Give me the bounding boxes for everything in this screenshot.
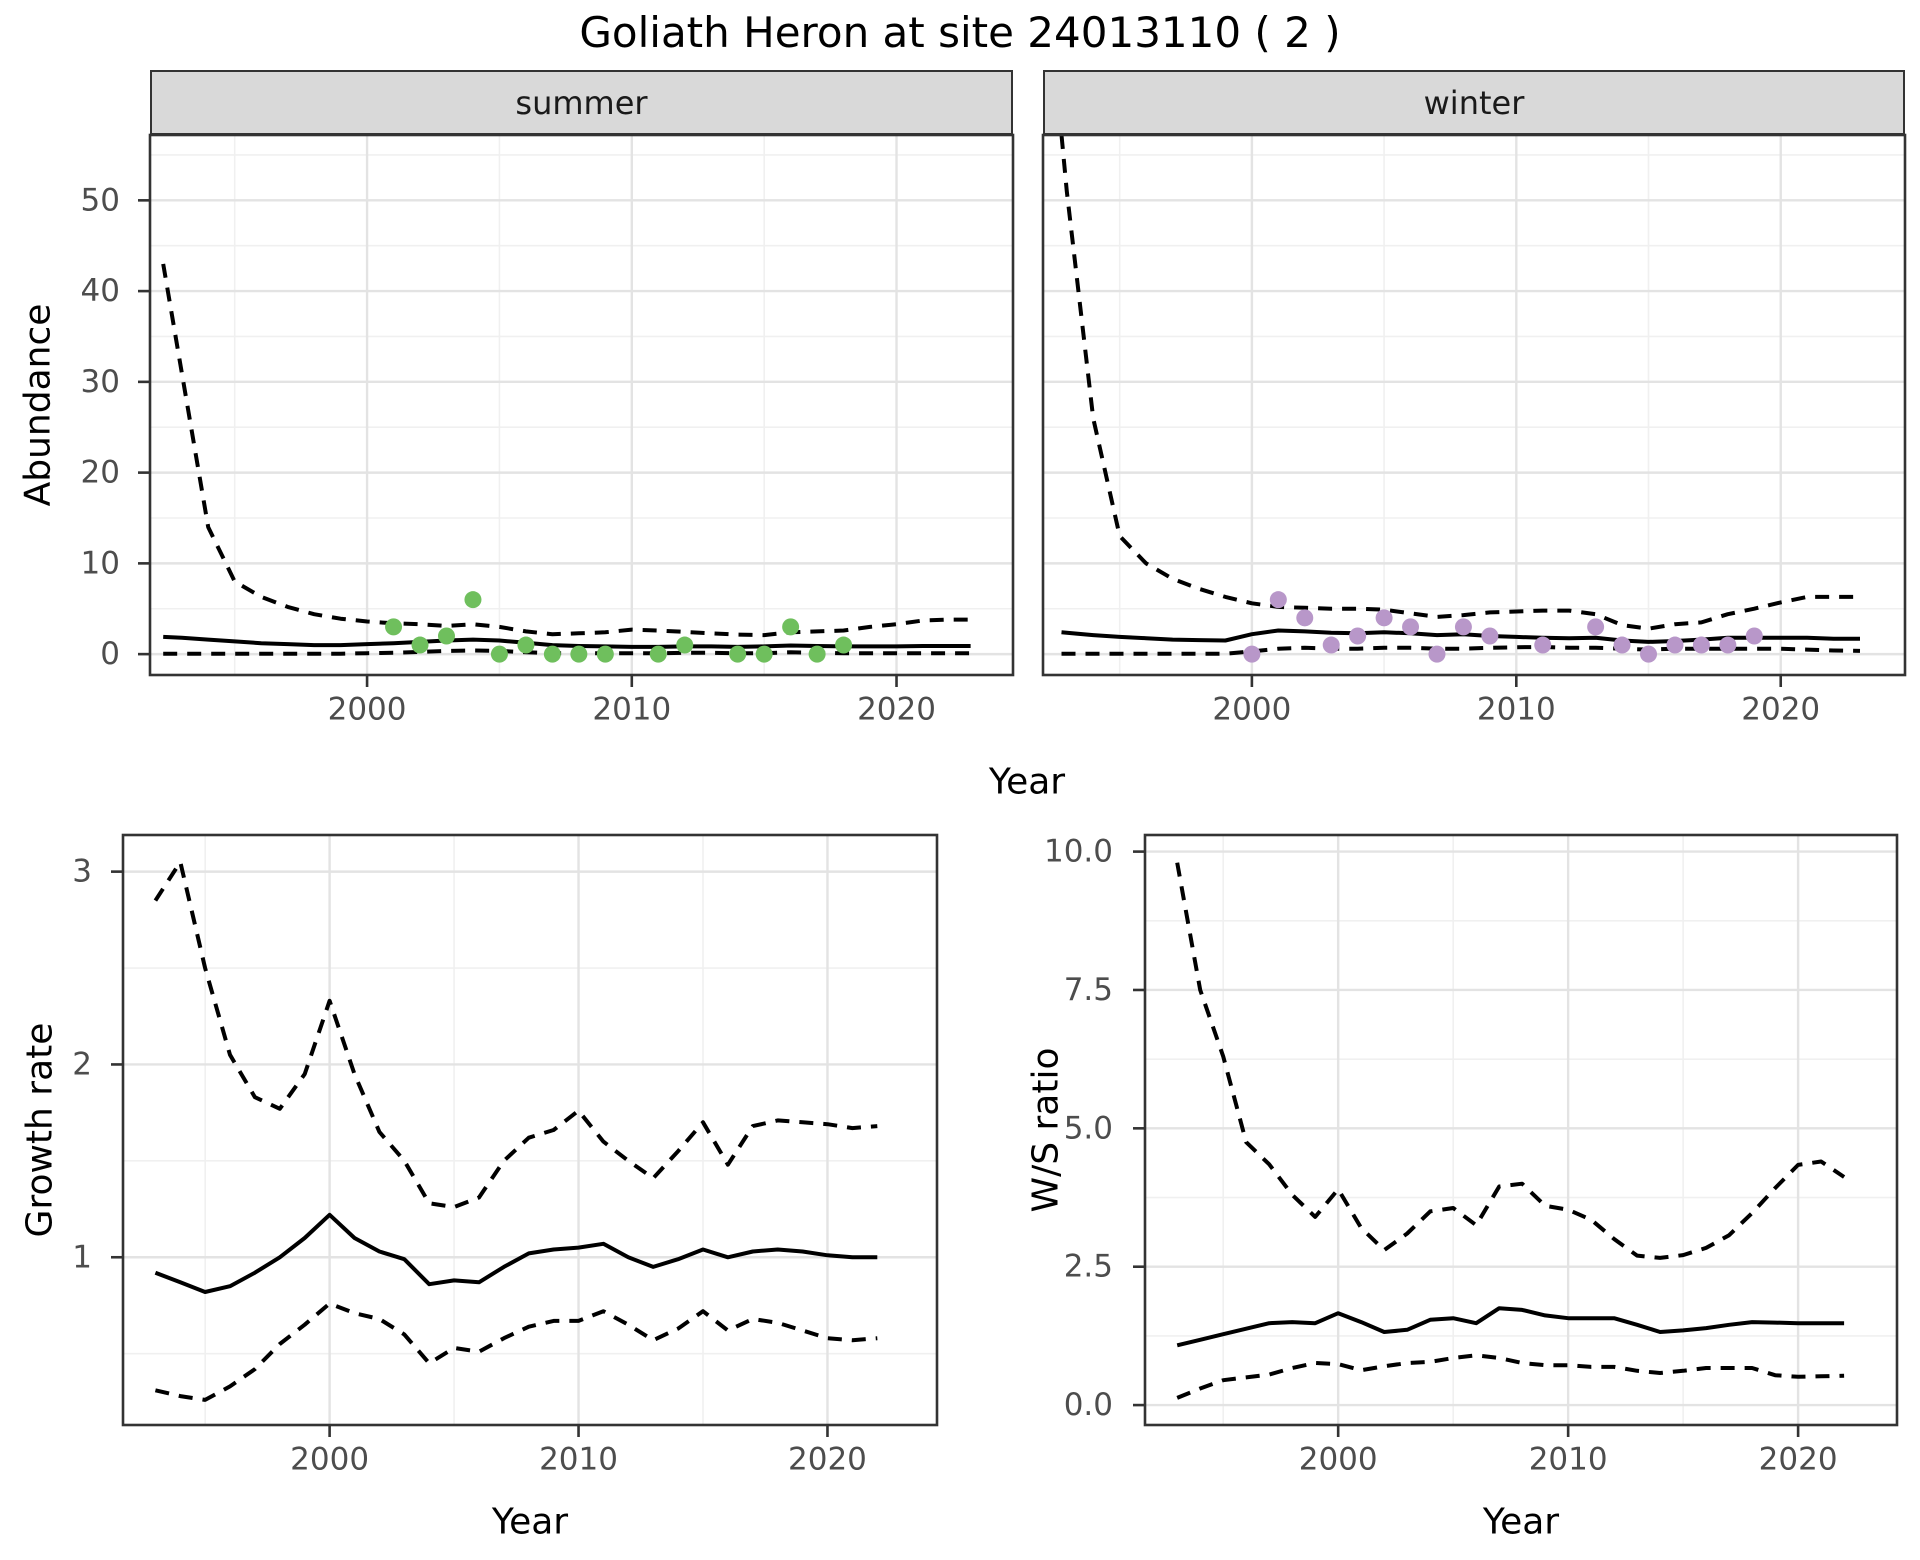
data-point-abundance-summer <box>782 618 800 636</box>
panel-background <box>123 835 937 1425</box>
y-tick-label: 10 <box>81 545 120 581</box>
x-tick-label: 2000 <box>290 1441 369 1477</box>
data-point-abundance-summer <box>835 636 853 654</box>
data-point-abundance-winter <box>1428 645 1446 663</box>
y-tick-label: 3 <box>72 854 92 890</box>
facet-strip-winter: winter <box>1043 70 1905 135</box>
y-tick-label: 7.5 <box>1064 972 1113 1008</box>
y-tick-label: 0.0 <box>1064 1387 1113 1423</box>
data-point-abundance-winter <box>1296 609 1314 627</box>
series-group-abundance-winter <box>1059 134 1861 663</box>
facet-strip-summer-label: summer <box>515 83 648 122</box>
x-tick-label: 2010 <box>539 1441 618 1477</box>
data-point-abundance-summer <box>649 645 667 663</box>
panel-growth-rate: 2000 2010 2020 1 2 3 <box>72 833 939 1477</box>
series-group-growth-rate <box>153 860 878 1402</box>
y-tick-label: 1 <box>72 1239 92 1275</box>
data-point-abundance-summer <box>755 645 773 663</box>
data-point-abundance-winter <box>1402 618 1420 636</box>
data-point-abundance-winter <box>1534 636 1552 654</box>
data-point-abundance-summer <box>543 645 561 663</box>
x-tick-label: 2020 <box>788 1441 867 1477</box>
y-tick-label: 5.0 <box>1064 1110 1113 1146</box>
x-tick-label: 2010 <box>1529 1441 1608 1477</box>
series-group-ws-ratio <box>1175 862 1846 1400</box>
data-point-abundance-winter <box>1692 636 1710 654</box>
line-lower-ci-abundance-summer <box>163 648 971 656</box>
series-group-abundance-summer <box>161 263 971 663</box>
data-point-abundance-winter <box>1640 645 1658 663</box>
y-axis-title-growth-rate: Growth rate <box>19 1022 61 1238</box>
data-point-abundance-summer <box>808 645 826 663</box>
line-upper-ci-abundance-winter <box>1059 134 1860 631</box>
y-tick-label: 2 <box>72 1046 92 1082</box>
x-axis-title-year-growth: Year <box>491 1501 569 1543</box>
panel-abundance-summer: 2000 2010 2020 0 10 20 30 40 50 <box>81 133 1015 727</box>
panel-border <box>1143 833 1899 1427</box>
page-title: Goliath Heron at site 24013110 ( 2 ) <box>579 8 1341 57</box>
data-point-abundance-summer <box>676 636 694 654</box>
x-tick-label: 2000 <box>1212 691 1291 727</box>
data-point-abundance-summer <box>385 618 403 636</box>
data-point-abundance-summer <box>437 627 455 645</box>
data-point-abundance-summer <box>596 645 614 663</box>
data-point-abundance-winter <box>1587 618 1605 636</box>
y-tick-label: 0 <box>100 636 120 672</box>
panel-ws-ratio: 2000 2010 2020 0.0 2.5 5.0 7.5 10.0 <box>1044 833 1899 1477</box>
data-point-abundance-winter <box>1745 627 1763 645</box>
y-tick-label: 50 <box>81 182 120 218</box>
data-point-abundance-summer <box>490 645 508 663</box>
x-tick-label: 2020 <box>1759 1441 1838 1477</box>
data-point-abundance-winter <box>1481 627 1499 645</box>
data-point-abundance-winter <box>1269 591 1287 609</box>
line-lower-ci-abundance-winter <box>1061 644 1861 656</box>
panel-abundance-winter: 2000 2010 2020 <box>1041 133 1907 727</box>
x-axis-title-year-ws: Year <box>1482 1501 1560 1543</box>
x-tick-label: 2000 <box>1299 1441 1378 1477</box>
panel-border <box>121 833 939 1427</box>
line-lower-ci-ws-ratio <box>1176 1353 1845 1400</box>
y-tick-label: 40 <box>81 273 120 309</box>
y-tick-label: 10.0 <box>1044 834 1113 870</box>
data-point-abundance-winter <box>1349 627 1367 645</box>
x-tick-label: 2010 <box>1477 691 1556 727</box>
y-tick-label: 30 <box>81 364 120 400</box>
panel-background <box>1043 135 1905 675</box>
x-tick-label: 2020 <box>1741 691 1820 727</box>
data-point-abundance-winter <box>1613 636 1631 654</box>
data-point-abundance-summer <box>464 591 482 609</box>
data-point-abundance-winter <box>1719 636 1737 654</box>
y-axis-title-ws-ratio: W/S ratio <box>1025 1047 1067 1213</box>
x-axis-title-year-top: Year <box>988 761 1066 803</box>
data-point-abundance-winter <box>1243 645 1261 663</box>
x-tick-label: 2010 <box>592 691 671 727</box>
facet-strip-summer: summer <box>150 70 1013 135</box>
panel-border <box>1041 133 1907 677</box>
line-mean-growth-rate <box>154 1212 878 1294</box>
line-upper-ci-growth-rate <box>153 860 878 1210</box>
panel-background <box>150 135 1013 675</box>
x-tick-label: 2000 <box>328 691 407 727</box>
data-point-abundance-summer <box>729 645 747 663</box>
data-point-abundance-winter <box>1666 636 1684 654</box>
y-tick-label: 20 <box>81 455 120 491</box>
line-upper-ci-ws-ratio <box>1175 862 1846 1260</box>
y-axis-title-abundance: Abundance <box>17 303 59 507</box>
panel-background <box>1145 835 1897 1425</box>
data-point-abundance-summer <box>570 645 588 663</box>
y-tick-label: 2.5 <box>1064 1249 1113 1285</box>
line-mean-ws-ratio <box>1176 1306 1845 1348</box>
data-point-abundance-winter <box>1375 609 1393 627</box>
data-point-abundance-summer <box>411 636 429 654</box>
panel-border <box>148 133 1015 677</box>
data-point-abundance-winter <box>1322 636 1340 654</box>
line-upper-ci-abundance-summer <box>161 263 971 638</box>
data-point-abundance-summer <box>517 636 535 654</box>
facet-strip-winter-label: winter <box>1423 83 1525 122</box>
data-point-abundance-winter <box>1454 618 1472 636</box>
x-tick-label: 2020 <box>857 691 936 727</box>
